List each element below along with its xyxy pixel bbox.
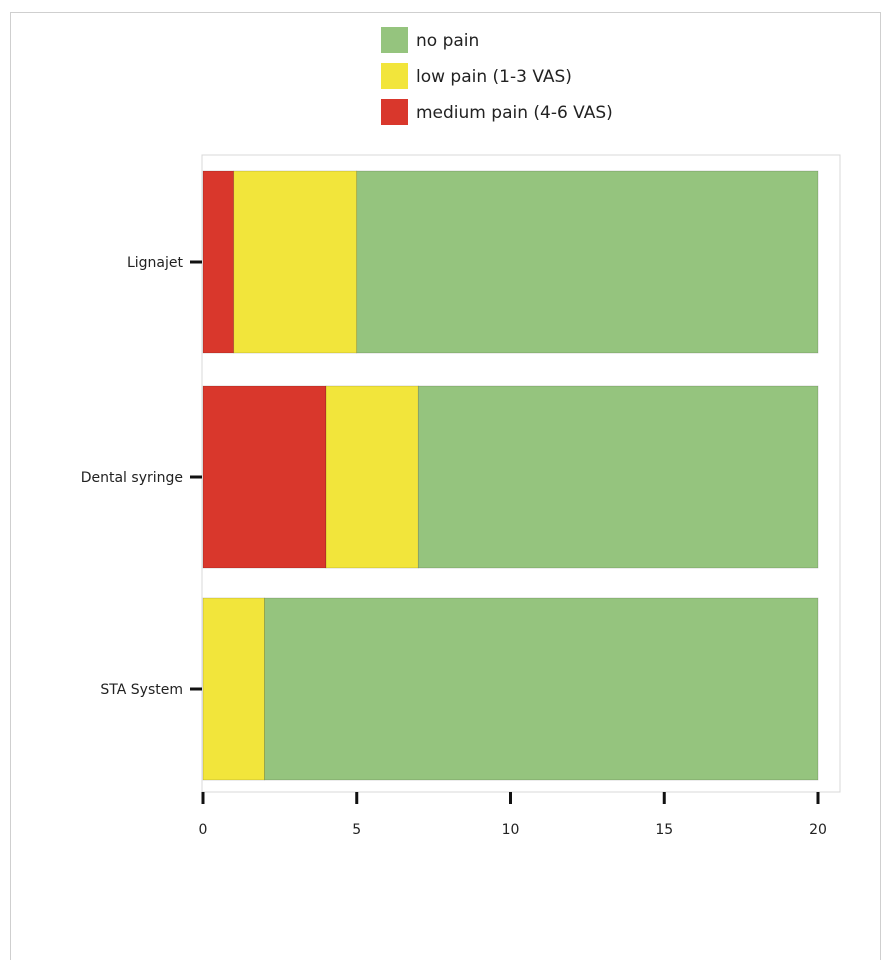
x-tick-label-5: 5 — [352, 822, 361, 838]
legend: no pain low pain (1-3 VAS) medium pain (4-… — [381, 27, 613, 125]
x-tick-label-15: 15 — [655, 822, 673, 838]
y-axis: Lignajet Dental syringe STA System — [81, 255, 202, 698]
y-tick-label-dental-syringe: Dental syringe — [81, 470, 183, 486]
y-tick-label-lignajet: Lignajet — [127, 255, 184, 271]
bar-segment-lignajet-no-pain — [356, 170, 819, 354]
legend-item-no-pain: no pain — [381, 27, 479, 53]
legend-item-low-pain-1-3-vas: low pain (1-3 VAS) — [381, 63, 572, 89]
bar-segment-sta-system-no-pain — [264, 597, 819, 781]
bar-segment-lignajet-low-pain-1-3-vas — [233, 170, 358, 354]
bar-group-dental-syringe — [202, 385, 819, 569]
legend-swatch-medium-pain-4-6-vas — [381, 99, 408, 125]
x-axis: 0 5 10 15 20 — [199, 792, 827, 838]
y-tick-label-sta-system: STA System — [100, 682, 183, 698]
x-tick-label-10: 10 — [502, 822, 520, 838]
legend-label-no-pain: no pain — [416, 31, 479, 51]
legend-swatch-no-pain — [381, 27, 408, 53]
bar-segment-sta-system-low-pain-1-3-vas — [202, 597, 265, 781]
bar-segment-lignajet-medium-pain-4-6-vas — [202, 170, 235, 354]
legend-swatch-low-pain-1-3-vas — [381, 63, 408, 89]
bar-group-sta-system — [202, 597, 819, 781]
legend-item-medium-pain-4-6-vas: medium pain (4-6 VAS) — [381, 99, 613, 125]
x-tick-label-20: 20 — [809, 822, 827, 838]
legend-label-low-pain-1-3-vas: low pain (1-3 VAS) — [416, 67, 572, 87]
x-tick-label-0: 0 — [199, 822, 208, 838]
bar-segment-dental-syringe-medium-pain-4-6-vas — [202, 385, 327, 569]
bar-group-lignajet — [202, 170, 819, 354]
legend-label-medium-pain-4-6-vas: medium pain (4-6 VAS) — [416, 103, 613, 123]
bar-segment-dental-syringe-low-pain-1-3-vas — [325, 385, 419, 569]
bars — [202, 170, 819, 781]
bar-segment-dental-syringe-no-pain — [417, 385, 819, 569]
